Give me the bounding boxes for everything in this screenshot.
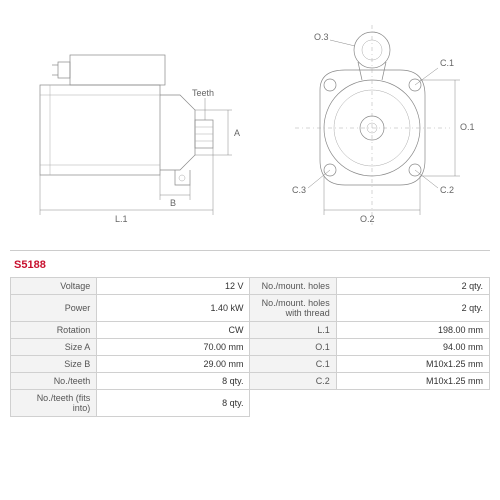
spec-label: C.2	[250, 373, 336, 390]
spec-label: Size B	[11, 356, 97, 373]
spec-label: Rotation	[11, 322, 97, 339]
dim-label-c3: C.3	[292, 185, 306, 195]
dim-label-teeth: Teeth	[192, 88, 214, 98]
technical-diagram: L.1 B A Teeth	[10, 10, 490, 251]
spec-value	[336, 390, 489, 417]
side-view-drawing	[10, 10, 250, 250]
spec-label: No./teeth	[11, 373, 97, 390]
spec-value: 8 qty.	[97, 373, 250, 390]
spec-label: C.1	[250, 356, 336, 373]
spec-label: O.1	[250, 339, 336, 356]
spec-value: 2 qty.	[336, 295, 489, 322]
table-row: RotationCWL.1198.00 mm	[11, 322, 490, 339]
dim-label-o2: O.2	[360, 214, 375, 224]
table-row: No./teeth (fits into)8 qty.	[11, 390, 490, 417]
spec-value: 94.00 mm	[336, 339, 489, 356]
table-row: Size A70.00 mmO.194.00 mm	[11, 339, 490, 356]
spec-value: 29.00 mm	[97, 356, 250, 373]
spec-value: 2 qty.	[336, 278, 489, 295]
table-row: Power1.40 kWNo./mount. holes with thread…	[11, 295, 490, 322]
spec-label: Size A	[11, 339, 97, 356]
spec-value: 12 V	[97, 278, 250, 295]
spec-label: Power	[11, 295, 97, 322]
table-row: Voltage12 VNo./mount. holes2 qty.	[11, 278, 490, 295]
spec-value: 8 qty.	[97, 390, 250, 417]
spec-label: Voltage	[11, 278, 97, 295]
product-code: S5188	[14, 259, 490, 271]
spec-label: No./teeth (fits into)	[11, 390, 97, 417]
dim-label-o1: O.1	[460, 122, 475, 132]
spec-value: M10x1.25 mm	[336, 373, 489, 390]
spec-label	[250, 390, 336, 417]
spec-label: L.1	[250, 322, 336, 339]
spec-value: 198.00 mm	[336, 322, 489, 339]
table-row: Size B29.00 mmC.1M10x1.25 mm	[11, 356, 490, 373]
dim-label-c1: C.1	[440, 58, 454, 68]
specs-table: Voltage12 VNo./mount. holes2 qty.Power1.…	[10, 277, 490, 417]
spec-value: 1.40 kW	[97, 295, 250, 322]
table-row: No./teeth8 qty.C.2M10x1.25 mm	[11, 373, 490, 390]
spec-label: No./mount. holes	[250, 278, 336, 295]
dim-label-c2: C.2	[440, 185, 454, 195]
dim-label-o3: O.3	[314, 32, 329, 42]
dim-label-b: B	[170, 198, 176, 208]
dim-label-l1: L.1	[115, 214, 128, 224]
spec-label: No./mount. holes with thread	[250, 295, 336, 322]
spec-value: M10x1.25 mm	[336, 356, 489, 373]
spec-value: 70.00 mm	[97, 339, 250, 356]
spec-value: CW	[97, 322, 250, 339]
dim-label-a: A	[234, 128, 240, 138]
